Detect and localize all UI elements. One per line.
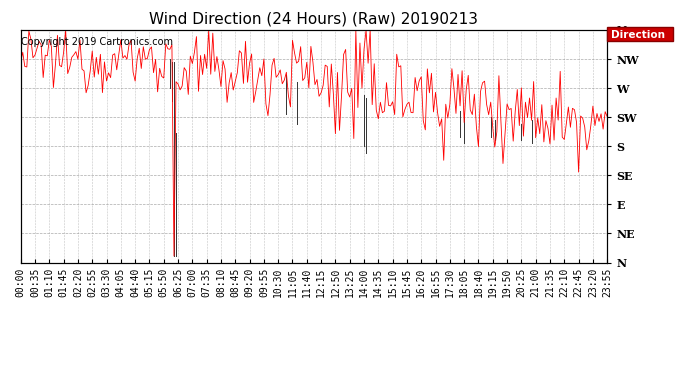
- Text: Direction: Direction: [611, 30, 664, 40]
- Text: Copyright 2019 Cartronics.com: Copyright 2019 Cartronics.com: [21, 37, 172, 47]
- Title: Wind Direction (24 Hours) (Raw) 20190213: Wind Direction (24 Hours) (Raw) 20190213: [150, 11, 478, 26]
